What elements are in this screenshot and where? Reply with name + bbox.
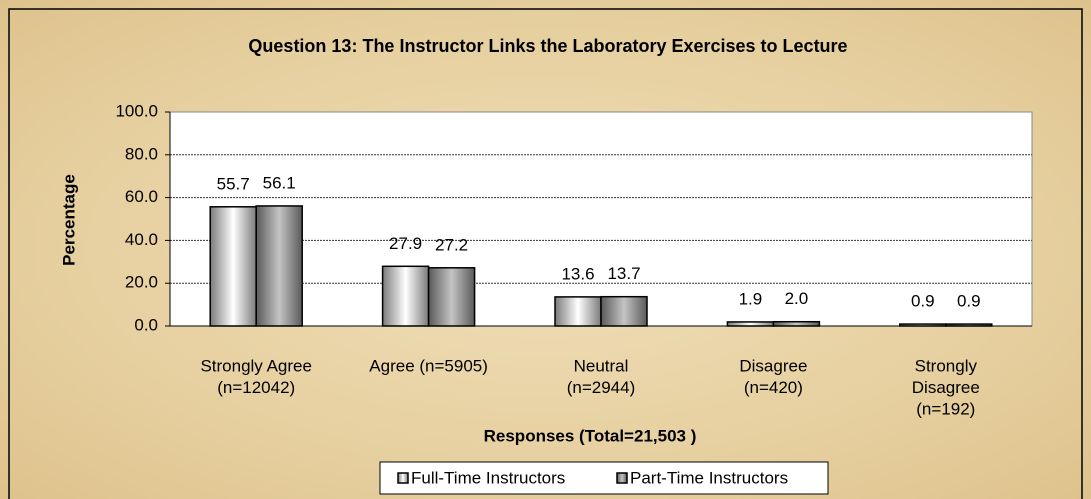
x-tick-label: Neutral (574, 356, 629, 375)
x-tick-label: Strongly Agree (200, 356, 312, 375)
x-tick-label: Strongly (915, 356, 978, 375)
bar (427, 267, 476, 327)
bar (772, 320, 821, 327)
legend-swatch (397, 472, 409, 484)
bar (255, 205, 303, 327)
x-tick-label: Disagree (912, 378, 980, 397)
value-label: 27.9 (389, 234, 422, 253)
y-axis-label: Percentage (59, 174, 78, 266)
bar (945, 323, 993, 327)
x-tick-label: Agree (n=5905) (369, 356, 488, 375)
value-label: 0.9 (957, 292, 981, 311)
y-tick-label: 40.0 (125, 230, 158, 249)
bar (726, 321, 775, 327)
bar (899, 323, 947, 327)
value-label: 13.7 (607, 264, 640, 283)
value-label: 2.0 (785, 289, 809, 308)
legend-label: Part-Time Instructors (630, 468, 788, 487)
legend-label: Full-Time Instructors (411, 468, 565, 487)
x-tick-label: (n=192) (916, 399, 975, 418)
x-axis-label: Responses (Total=21,503 ) (484, 426, 697, 445)
bar (554, 296, 602, 327)
value-label: 27.2 (435, 235, 468, 254)
value-label: 1.9 (739, 289, 763, 308)
legend (379, 461, 829, 495)
x-tick-label: (n=2944) (567, 378, 636, 397)
x-tick-label: Disagree (739, 356, 807, 375)
value-label: 56.1 (263, 173, 296, 192)
y-tick-label: 100.0 (115, 101, 158, 120)
x-tick-label: (n=420) (744, 378, 803, 397)
plot-area (169, 111, 1033, 327)
chart-border (8, 8, 1083, 499)
legend-swatch (616, 472, 628, 484)
y-tick-label: 20.0 (125, 273, 158, 292)
value-label: 55.7 (217, 174, 250, 193)
value-label: 13.6 (561, 264, 594, 283)
y-tick-label: 80.0 (125, 144, 158, 163)
chart-title: Question 13: The Instructor Links the La… (248, 36, 847, 56)
bar (209, 206, 257, 327)
y-tick-label: 60.0 (125, 187, 158, 206)
x-tick-label: (n=12042) (217, 378, 295, 397)
value-label: 0.9 (911, 292, 935, 311)
bar (381, 265, 430, 327)
y-tick-label: 0.0 (134, 315, 158, 334)
bar (600, 295, 648, 327)
